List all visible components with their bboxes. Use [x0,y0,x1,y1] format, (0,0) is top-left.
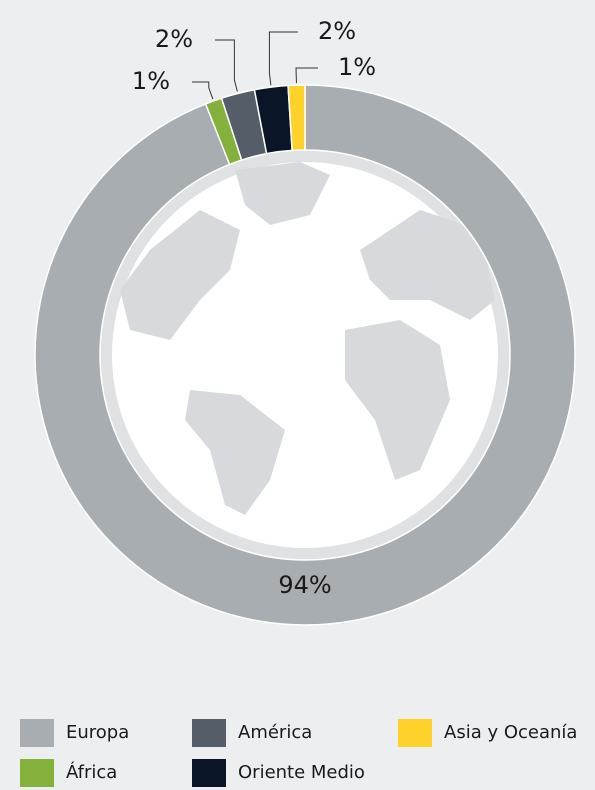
globe [100,150,510,560]
legend-swatch [398,719,432,747]
leader-line [268,31,298,86]
legend-label: Europa [66,722,129,743]
leader-line [215,39,238,92]
value-label: 1% [338,53,376,81]
donut-segment [287,84,306,152]
donut-segment [34,84,576,626]
leader-line [192,81,214,100]
legend-label: América [238,722,312,743]
legend-label: Oriente Medio [238,762,365,783]
leader-line [295,67,318,84]
value-label: 1% [132,67,170,95]
legend-label: África [66,761,117,783]
value-label: 2% [155,25,193,53]
legend-swatch [192,759,226,787]
legend-swatch [192,719,226,747]
legend-label: Asia y Oceanía [444,722,577,743]
value-label: 2% [318,17,356,45]
legend-swatch [20,759,54,787]
legend-swatch [20,719,54,747]
value-label: 94% [278,571,331,599]
